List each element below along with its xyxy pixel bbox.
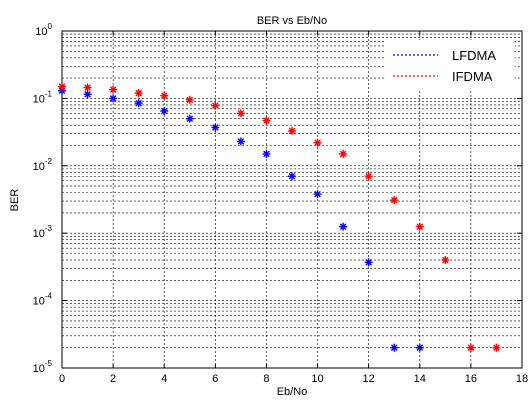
x-axis-label: Eb/No <box>277 386 308 398</box>
marker-ifdma-16 <box>466 343 475 352</box>
marker-ifdma-12 <box>364 172 373 181</box>
marker-lfdma-6 <box>211 123 220 132</box>
marker-lfdma-13 <box>390 343 399 352</box>
marker-lfdma-5 <box>185 114 194 123</box>
x-tick-label-1: 2 <box>110 373 116 385</box>
marker-ifdma-9 <box>288 126 296 135</box>
marker-lfdma-4 <box>160 107 169 116</box>
marker-ifdma-1 <box>83 83 92 92</box>
y-ticks: 10-5 10-4 10-3 10-2 10-1 100 <box>33 22 522 375</box>
x-tick-label-6: 12 <box>363 373 375 385</box>
y-axis-label: BER <box>9 189 21 212</box>
x-tick-label-0: 0 <box>59 373 65 385</box>
y-tick-label-5: 100 <box>35 22 52 38</box>
data-markers <box>58 82 501 352</box>
marker-ifdma-5 <box>185 95 194 104</box>
marker-lfdma-2 <box>109 94 118 103</box>
legend-box <box>385 40 515 90</box>
legend: LFDMA IFDMA <box>385 40 515 90</box>
marker-lfdma-12 <box>364 258 373 267</box>
legend-label-lfdma: LFDMA <box>452 48 496 63</box>
y-tick-label-4: 10-1 <box>33 89 53 105</box>
y-tick-label-2: 10-3 <box>33 224 53 240</box>
chart-title: BER vs Eb/No <box>257 15 327 27</box>
x-tick-label-5: 10 <box>311 373 323 385</box>
marker-ifdma-15 <box>441 256 450 265</box>
marker-lfdma-3 <box>134 99 143 108</box>
marker-ifdma-14 <box>415 222 424 231</box>
x-tick-label-2: 4 <box>161 373 167 385</box>
marker-ifdma-11 <box>339 149 348 158</box>
marker-lfdma-10 <box>313 190 322 199</box>
marker-lfdma-11 <box>339 222 348 231</box>
marker-ifdma-2 <box>109 85 118 94</box>
x-tick-label-7: 14 <box>414 373 426 385</box>
x-tick-label-9: 18 <box>516 373 528 385</box>
plot-area <box>61 30 523 369</box>
legend-label-ifdma: IFDMA <box>452 69 493 84</box>
marker-ifdma-8 <box>262 116 271 125</box>
marker-lfdma-9 <box>288 172 296 181</box>
marker-lfdma-8 <box>262 149 271 158</box>
marker-ifdma-6 <box>211 101 220 110</box>
marker-lfdma-7 <box>236 137 245 146</box>
x-tick-label-4: 8 <box>263 373 269 385</box>
marker-ifdma-4 <box>160 91 169 100</box>
marker-ifdma-17 <box>492 343 501 352</box>
x-tick-label-8: 16 <box>465 373 477 385</box>
marker-ifdma-10 <box>313 138 322 147</box>
y-tick-label-1: 10-4 <box>33 292 53 308</box>
marker-lfdma-1 <box>83 90 92 99</box>
marker-ifdma-3 <box>134 89 143 98</box>
y-tick-label-3: 10-2 <box>33 157 53 173</box>
marker-lfdma-14 <box>415 343 424 352</box>
marker-ifdma-7 <box>236 109 245 118</box>
y-tick-label-0: 10-5 <box>33 359 53 375</box>
marker-ifdma-0 <box>58 82 66 91</box>
x-ticks: 0 2 4 6 8 10 12 14 16 18 <box>59 31 528 385</box>
x-tick-label-3: 6 <box>212 373 218 385</box>
marker-ifdma-13 <box>390 196 399 205</box>
